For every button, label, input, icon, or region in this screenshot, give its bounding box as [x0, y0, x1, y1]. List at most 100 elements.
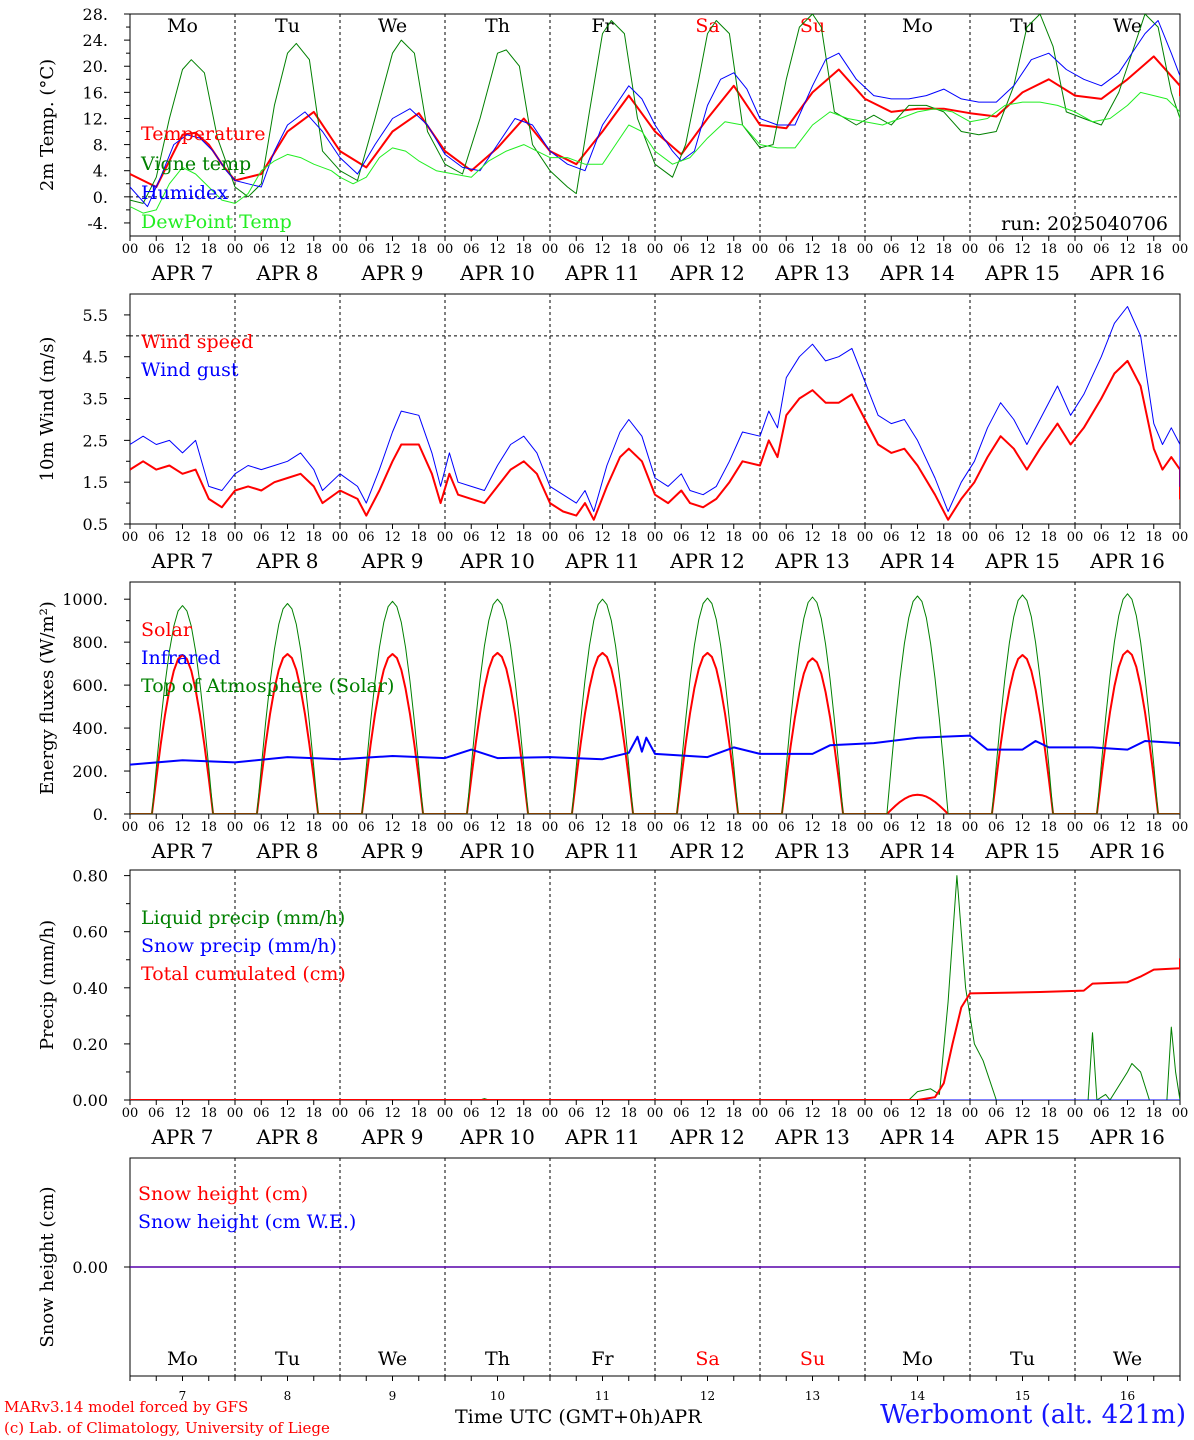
hour-label: 00	[122, 242, 139, 257]
hour-label: 00	[227, 530, 244, 545]
hour-label: 00	[857, 820, 874, 835]
day-number-label: 7	[179, 1389, 187, 1403]
date-label: APR 16	[1089, 839, 1165, 863]
weekday-label: We	[1113, 1348, 1142, 1370]
hour-label: 12	[384, 820, 401, 835]
hour-label: 00	[1067, 530, 1084, 545]
weekday-label: Mo	[167, 15, 198, 37]
station-title: Werbomont (alt. 421m)	[880, 1400, 1186, 1430]
hour-label: 06	[778, 242, 795, 257]
hour-label: 12	[594, 1106, 611, 1121]
hour-label: 18	[1145, 242, 1162, 257]
hour-label: 06	[358, 530, 375, 545]
series-line-infrared	[130, 734, 1180, 766]
hour-label: 06	[673, 820, 690, 835]
hour-label: 06	[568, 1106, 585, 1121]
hour-label: 18	[830, 820, 847, 835]
date-label: APR 15	[984, 1125, 1060, 1149]
day-number-label: 12	[700, 1389, 715, 1403]
hour-label: 00	[857, 1106, 874, 1121]
hour-label: 18	[830, 242, 847, 257]
hour-label: 12	[489, 820, 506, 835]
hour-label: 00	[962, 530, 979, 545]
panel-4: 0.80 0.60 0.40 0.20 0.00 Precip (mm/h) 00 06 12 1…	[37, 867, 1188, 1149]
hour-label: 12	[489, 530, 506, 545]
weekday-label: Tu	[1010, 1348, 1035, 1370]
hour-label: 18	[515, 530, 532, 545]
y-tick-label: 1000.	[62, 590, 108, 609]
day-number-label: 10	[490, 1389, 505, 1403]
hour-label: 06	[463, 242, 480, 257]
legend-entry: Snow height (cm W.E.)	[138, 1211, 356, 1233]
model-credit: MARv3.14 model forced by GFS	[4, 1398, 249, 1416]
hour-label: 00	[122, 1106, 139, 1121]
date-label: APR 15	[984, 261, 1060, 285]
hour-label: 18	[620, 820, 637, 835]
hour-label: 18	[725, 820, 742, 835]
y-tick-label: 0.20	[72, 1035, 108, 1054]
hour-label: 00	[437, 1106, 454, 1121]
date-label: APR 11	[564, 1125, 640, 1149]
date-label: APR 7	[150, 549, 213, 573]
day-number-label: 9	[389, 1389, 397, 1403]
hour-label: 00	[437, 820, 454, 835]
hour-label: 12	[384, 242, 401, 257]
day-number-label: 8	[284, 1389, 292, 1403]
hour-label: 06	[988, 242, 1005, 257]
time-axis-label: Time UTC (GMT+0h)APR	[455, 1406, 702, 1428]
weekday-label: Sa	[695, 15, 719, 37]
hour-label: 18	[725, 530, 742, 545]
y-tick-label: 600.	[72, 676, 108, 695]
date-label: APR 8	[255, 1125, 318, 1149]
hour-label: 12	[699, 820, 716, 835]
hour-label: 12	[279, 1106, 296, 1121]
hour-label: 18	[830, 1106, 847, 1121]
hour-label: 12	[279, 242, 296, 257]
date-label: APR 12	[669, 549, 745, 573]
hour-label: 00	[1172, 1106, 1189, 1121]
legend-entry: Solar	[141, 619, 193, 641]
y-tick-label: 16.	[83, 83, 108, 102]
legend-entry: Total cumulated (cm)	[141, 963, 346, 985]
date-label: APR 7	[150, 261, 213, 285]
hour-label: 18	[305, 530, 322, 545]
y-tick-label: 400.	[72, 719, 108, 738]
hour-label: 06	[778, 820, 795, 835]
date-label: APR 14	[879, 839, 955, 863]
y-axis-label: Energy fluxes (W/m²)	[37, 601, 58, 795]
hour-label: 18	[1145, 820, 1162, 835]
hour-label: 06	[673, 242, 690, 257]
y-tick-label: 4.5	[83, 348, 108, 367]
hour-label: 12	[174, 820, 191, 835]
y-tick-label: 28.	[83, 5, 108, 24]
hour-label: 06	[463, 530, 480, 545]
weekday-label: Tu	[275, 1348, 300, 1370]
hour-label: 18	[200, 242, 217, 257]
date-label: APR 15	[984, 549, 1060, 573]
series-line-vigne-temp	[130, 14, 1180, 204]
hour-label: 00	[1067, 1106, 1084, 1121]
y-tick-label: 0.60	[72, 923, 108, 942]
weekday-label: Mo	[902, 1348, 933, 1370]
hour-label: 18	[1040, 820, 1057, 835]
weekday-label: We	[378, 1348, 407, 1370]
hour-label: 06	[1093, 820, 1110, 835]
hour-label: 18	[620, 242, 637, 257]
date-label: APR 11	[564, 839, 640, 863]
hour-label: 00	[227, 1106, 244, 1121]
hour-label: 00	[752, 242, 769, 257]
legend-entry: Infrared	[141, 647, 221, 669]
lab-credit: (c) Lab. of Climatology, University of L…	[4, 1419, 330, 1437]
date-label: APR 16	[1089, 1125, 1165, 1149]
hour-label: 12	[699, 1106, 716, 1121]
time-axis-text: Time UTC (GMT+0h)	[455, 1406, 661, 1428]
day-number-label: 14	[910, 1389, 926, 1403]
date-label: APR 12	[669, 839, 745, 863]
date-label: APR 9	[360, 1125, 423, 1149]
date-label: APR 11	[564, 549, 640, 573]
legend-entry: Liquid precip (mm/h)	[141, 907, 345, 929]
hour-label: 12	[1119, 530, 1136, 545]
hour-label: 18	[305, 1106, 322, 1121]
panel-5: 0.00 Snow height (cm) Mo Tu We Th Fr Sa Su Mo Tu We…	[37, 1157, 1181, 1403]
y-tick-label: 0.00	[72, 1091, 108, 1110]
